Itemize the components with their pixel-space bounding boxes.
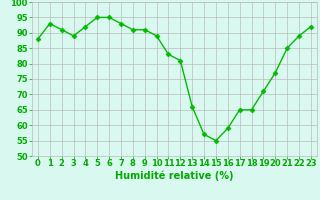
X-axis label: Humidité relative (%): Humidité relative (%): [115, 171, 234, 181]
